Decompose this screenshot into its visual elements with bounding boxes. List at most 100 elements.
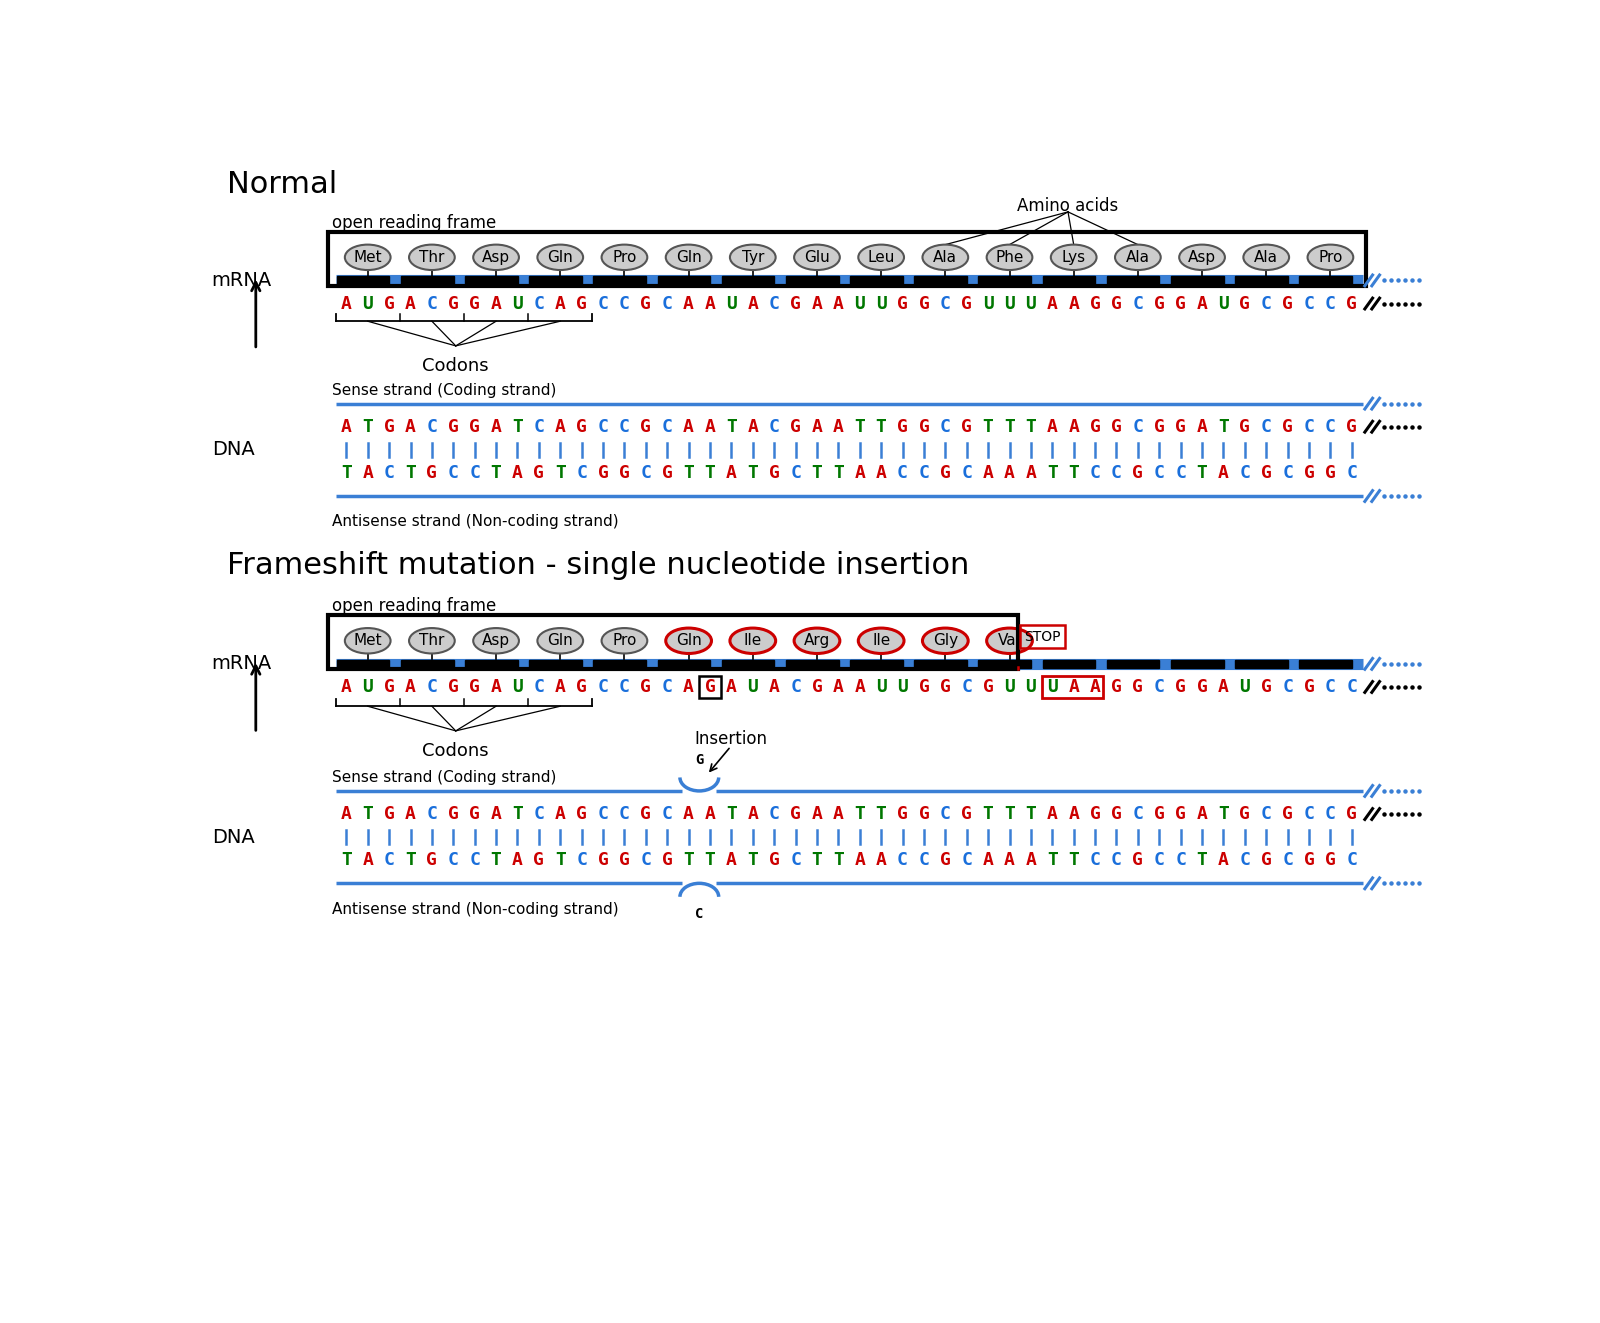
- Text: T: T: [1197, 464, 1208, 482]
- Text: C: C: [576, 464, 587, 482]
- Text: C: C: [598, 418, 608, 435]
- Ellipse shape: [730, 245, 776, 270]
- Text: T: T: [1026, 804, 1037, 823]
- Text: C: C: [533, 295, 544, 312]
- Ellipse shape: [346, 245, 390, 270]
- Text: G: G: [982, 677, 994, 696]
- Text: G: G: [640, 418, 651, 435]
- Text: U: U: [726, 295, 738, 312]
- Text: G: G: [576, 418, 587, 435]
- Bar: [1107, 660, 1160, 668]
- Text: Codons: Codons: [422, 742, 490, 761]
- Bar: [402, 660, 453, 668]
- Ellipse shape: [666, 628, 712, 654]
- Text: G: G: [790, 804, 802, 823]
- Text: Gly: Gly: [933, 634, 958, 648]
- Text: G: G: [576, 677, 587, 696]
- Text: G: G: [1304, 851, 1315, 869]
- Text: C: C: [619, 295, 630, 312]
- Text: G: G: [1304, 677, 1315, 696]
- Text: DNA: DNA: [211, 441, 254, 459]
- Text: T: T: [1046, 464, 1058, 482]
- Bar: [530, 277, 582, 284]
- Text: T: T: [834, 464, 843, 482]
- Text: A: A: [1069, 804, 1078, 823]
- Text: A: A: [491, 677, 501, 696]
- Text: Pro: Pro: [613, 634, 637, 648]
- Text: C: C: [1154, 851, 1165, 869]
- Text: C: C: [962, 851, 973, 869]
- Text: A: A: [512, 464, 523, 482]
- Text: A: A: [768, 677, 779, 696]
- Text: T: T: [491, 851, 501, 869]
- Text: A: A: [834, 295, 843, 312]
- Text: G: G: [384, 677, 395, 696]
- Text: C: C: [640, 851, 651, 869]
- Text: C: C: [898, 851, 907, 869]
- Bar: [328, 615, 1018, 669]
- Text: T: T: [512, 804, 523, 823]
- Text: C: C: [1154, 677, 1165, 696]
- Text: G: G: [1133, 677, 1144, 696]
- Text: G: G: [619, 464, 630, 482]
- Bar: [1171, 660, 1224, 668]
- Text: Gln: Gln: [547, 634, 573, 648]
- Text: A: A: [854, 464, 866, 482]
- Text: A: A: [1046, 804, 1058, 823]
- Text: G: G: [1090, 295, 1101, 312]
- Text: C: C: [640, 464, 651, 482]
- Text: C: C: [1325, 804, 1336, 823]
- Text: G: G: [469, 295, 480, 312]
- Text: C: C: [1240, 464, 1250, 482]
- Text: U: U: [1026, 295, 1037, 312]
- Bar: [402, 277, 453, 284]
- Bar: [1235, 277, 1288, 284]
- Text: T: T: [811, 464, 822, 482]
- Bar: [722, 660, 774, 668]
- Text: Ala: Ala: [1254, 250, 1278, 265]
- Text: U: U: [1005, 295, 1014, 312]
- Text: G: G: [533, 464, 544, 482]
- Ellipse shape: [538, 245, 582, 270]
- Text: mRNA: mRNA: [211, 655, 272, 673]
- Text: A: A: [1197, 804, 1208, 823]
- Text: C: C: [1282, 851, 1293, 869]
- Text: T: T: [683, 851, 694, 869]
- Text: C: C: [576, 851, 587, 869]
- Text: A: A: [982, 464, 994, 482]
- Text: G: G: [1133, 464, 1144, 482]
- Bar: [466, 660, 518, 668]
- Text: G: G: [1154, 804, 1165, 823]
- Text: G: G: [694, 753, 704, 767]
- Bar: [1019, 626, 1066, 648]
- Text: G: G: [962, 418, 973, 435]
- Text: G: G: [962, 295, 973, 312]
- Text: G: G: [1282, 295, 1293, 312]
- Text: T: T: [341, 851, 352, 869]
- Ellipse shape: [858, 628, 904, 654]
- Text: A: A: [1197, 295, 1208, 312]
- Text: C: C: [918, 851, 930, 869]
- Ellipse shape: [1307, 245, 1354, 270]
- Text: C: C: [469, 851, 480, 869]
- Bar: [1171, 277, 1224, 284]
- Text: A: A: [341, 804, 352, 823]
- Text: A: A: [1218, 851, 1229, 869]
- Text: T: T: [875, 804, 886, 823]
- Text: G: G: [469, 677, 480, 696]
- Text: T: T: [1026, 418, 1037, 435]
- Text: C: C: [918, 464, 930, 482]
- Text: U: U: [512, 677, 523, 696]
- Text: Asp: Asp: [482, 250, 510, 265]
- Text: C: C: [1325, 295, 1336, 312]
- Text: A: A: [1026, 851, 1037, 869]
- Text: A: A: [834, 804, 843, 823]
- Text: Thr: Thr: [419, 634, 445, 648]
- Text: C: C: [962, 464, 973, 482]
- Text: C: C: [662, 804, 672, 823]
- Text: A: A: [1046, 295, 1058, 312]
- Text: C: C: [1133, 418, 1144, 435]
- Text: Phe: Phe: [995, 250, 1024, 265]
- Text: A: A: [982, 851, 994, 869]
- Text: Asp: Asp: [1187, 250, 1216, 265]
